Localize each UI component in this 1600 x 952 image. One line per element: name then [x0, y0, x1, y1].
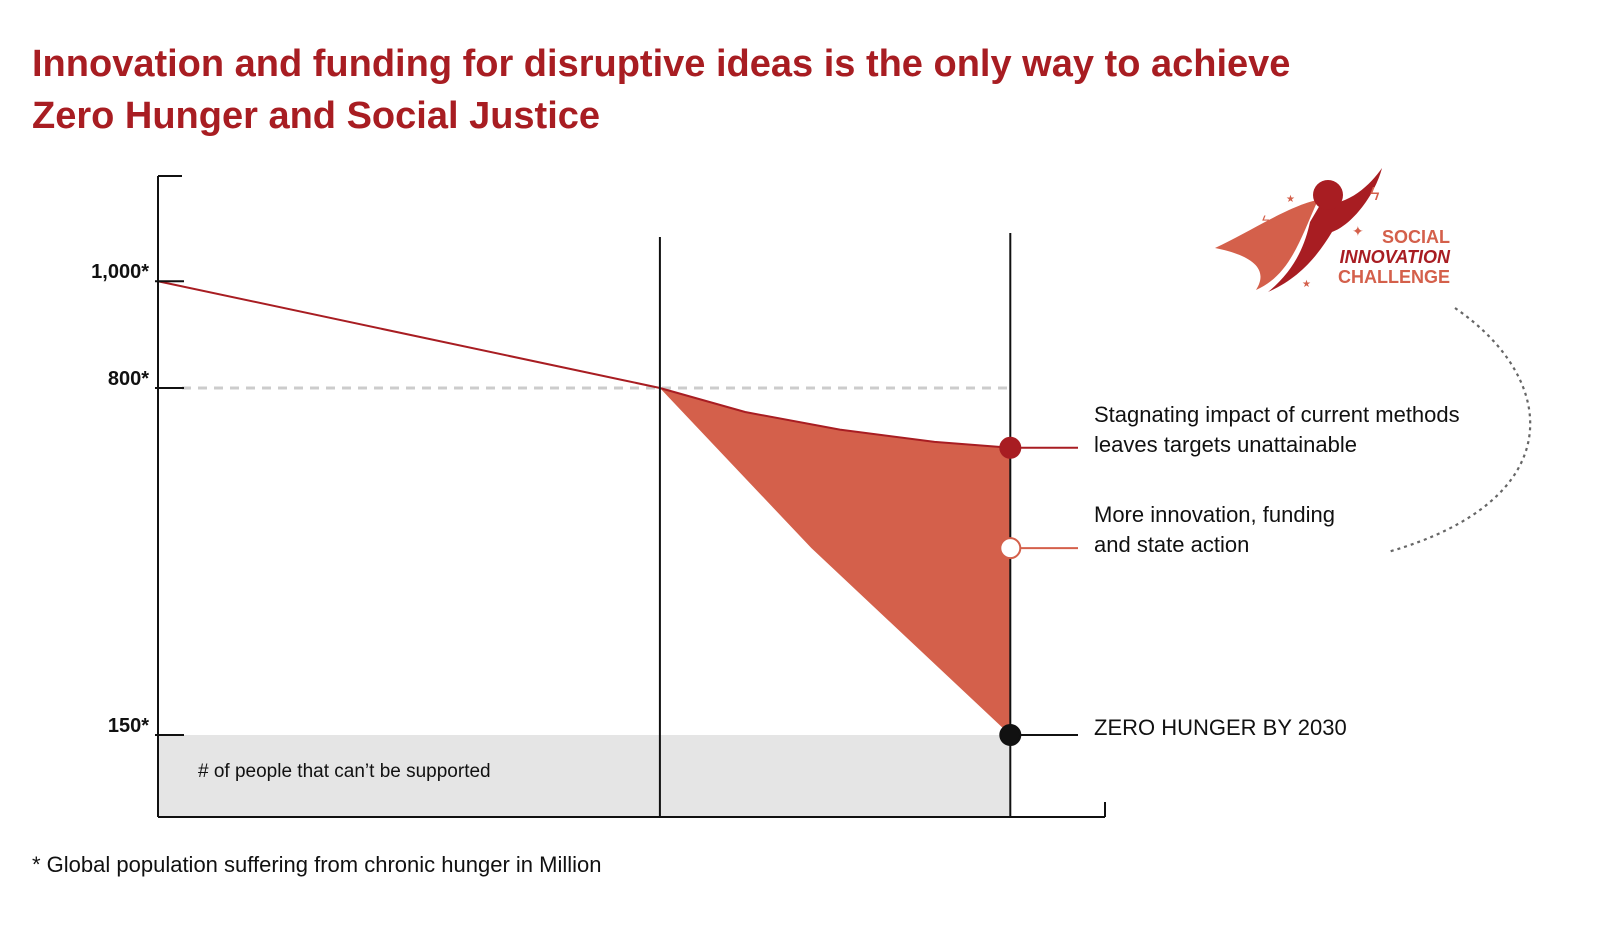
logo-sparkle-icon: ★ — [1286, 194, 1295, 205]
y-ticks: 1,000* 800* 150* — [91, 261, 184, 737]
logo-bolt-icon: ϟ — [1262, 212, 1270, 228]
annotation-marker — [999, 537, 1022, 560]
annotation-label-stagnating: leaves targets unattainable — [1094, 432, 1357, 457]
logo-sparkle-icon: ✦ — [1262, 249, 1275, 266]
chart-title: Innovation and funding for disruptive id… — [32, 38, 1432, 142]
annotation-label-innovation: and state action — [1094, 532, 1249, 557]
social-innovation-logo: ✦ ✦ ★ ★ ϟ ϟ SOCIAL INNOVATION CHALLENGE — [1215, 168, 1451, 292]
logo-sparkle-icon: ★ — [1302, 279, 1311, 290]
annotation-label-zero: ZERO HUNGER BY 2030 — [1094, 715, 1347, 740]
logo-bolt-icon: ϟ — [1370, 184, 1380, 204]
annotation-marker — [999, 436, 1022, 459]
innovation-gap-area — [659, 388, 1011, 735]
y-tick-label: 150* — [108, 715, 149, 737]
annotation-marker — [999, 724, 1022, 746]
y-tick-label: 1,000* — [91, 261, 149, 283]
annotations: Stagnating impact of current methods leav… — [999, 402, 1460, 746]
unsupported-band — [158, 735, 1011, 817]
title-line-1: Innovation and funding for disruptive id… — [32, 43, 1291, 85]
logo-text-social: SOCIAL — [1382, 227, 1450, 247]
logo-text-innovation: INNOVATION — [1340, 247, 1451, 267]
annotation-label-stagnating: Stagnating impact of current methods — [1094, 402, 1460, 427]
band-label: # of people that can’t be supported — [198, 761, 491, 782]
y-tick-label: 800* — [108, 368, 149, 390]
series-line-stagnating — [157, 280, 1011, 449]
logo-sparkle-icon: ✦ — [1352, 223, 1364, 239]
annotation-label-innovation: More innovation, funding — [1094, 502, 1335, 527]
logo-text-challenge: CHALLENGE — [1338, 267, 1450, 287]
logo-head-icon — [1313, 180, 1343, 210]
title-line-2: Zero Hunger and Social Justice — [32, 95, 601, 137]
logo-figure-icon — [1268, 168, 1382, 292]
logo-cape-icon — [1215, 200, 1318, 290]
logo-connector — [1387, 307, 1532, 554]
footnote: * Global population suffering from chron… — [32, 852, 602, 877]
x-axis — [158, 802, 1106, 818]
y-axis — [157, 175, 182, 817]
